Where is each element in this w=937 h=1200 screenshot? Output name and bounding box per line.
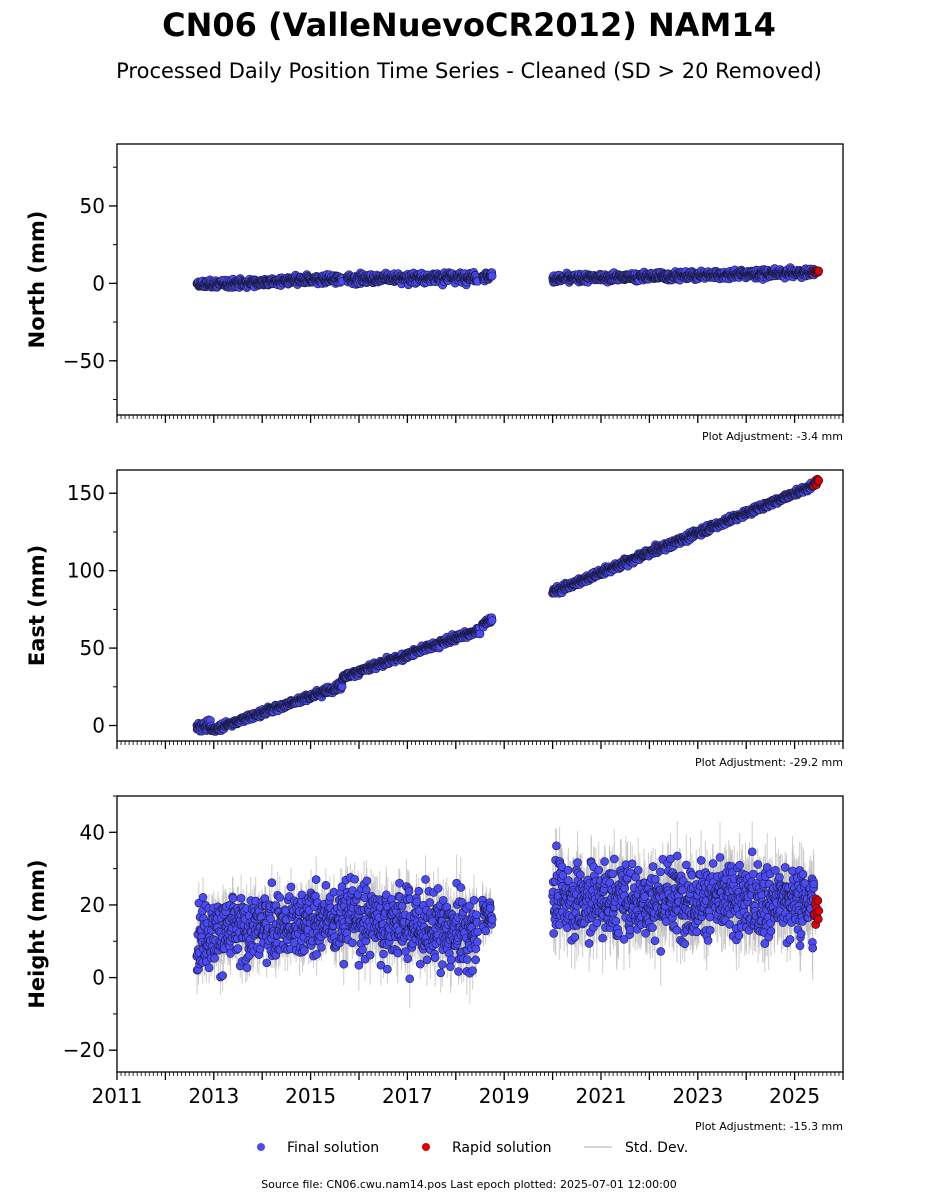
north-rapid-point (814, 266, 824, 276)
north-plot-area (192, 263, 824, 292)
chart-title: CN06 (ValleNuevoCR2012) NAM14 (162, 6, 776, 44)
north-ylabel: North (mm) (25, 211, 49, 349)
north-ytick-label: −50 (63, 349, 105, 373)
north-ytick-label: 50 (80, 194, 105, 218)
north-final-point (487, 271, 497, 281)
east-plot-area (192, 474, 824, 736)
chart-subtitle: Processed Daily Position Time Series - C… (116, 59, 822, 83)
north-ytick-label: 0 (92, 271, 105, 295)
north-panel: −50 0 50 North (mm) (25, 143, 844, 423)
